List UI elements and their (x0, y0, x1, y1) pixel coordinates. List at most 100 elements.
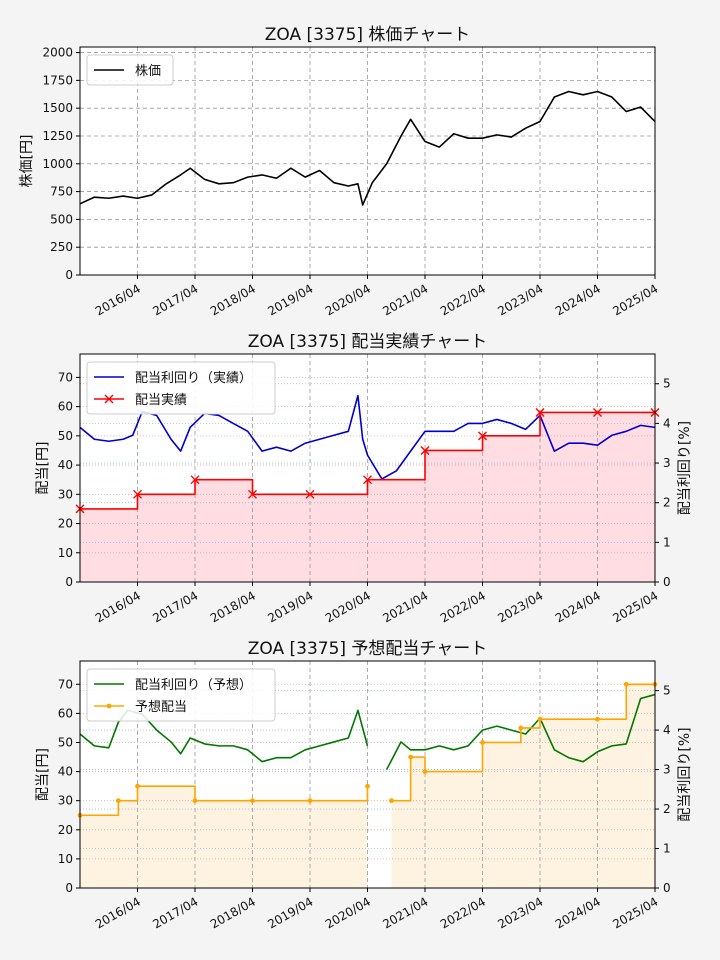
series-line-1 (80, 411, 655, 510)
x-tick-label: 2021/04 (380, 281, 430, 318)
x-tick-label: 2025/04 (610, 588, 660, 625)
series-line-0 (385, 693, 656, 770)
x-tick-label: 2020/04 (323, 588, 373, 625)
data-point (595, 716, 600, 722)
y2-tick-label: 5 (663, 377, 671, 391)
legend-box (86, 668, 276, 722)
y2-tick-label: 3 (663, 456, 671, 470)
series-line-0 (79, 394, 656, 480)
x-tick-label: 2017/04 (150, 588, 200, 625)
chart-panel-3: ZOA [3375] 予想配当チャート 0 10 20 30 40 50 60 70 0 1 2 3 4 5… (35, 639, 693, 932)
data-point (363, 475, 372, 485)
y-tick-label: 0 (65, 268, 73, 282)
legend-label: 配当利回り（実績） (135, 370, 252, 386)
y-tick-label: 30 (58, 487, 73, 501)
y2-tick-label: 1 (663, 535, 671, 549)
y-tick-label: 1000 (42, 157, 73, 171)
y-tick-label: 1250 (42, 129, 73, 143)
y-tick-label: 0 (65, 881, 73, 895)
x-tick-label: 2017/04 (150, 894, 200, 931)
chart-panel-1: ZOA [3375] 株価チャート 0 250 500 750 1000 1250 1500 1… (19, 25, 661, 319)
x-tick-label: 2020/04 (323, 281, 373, 318)
y2-tick-label: 3 (663, 763, 671, 777)
x-tick-label: 2018/04 (208, 588, 258, 625)
y-tick-label: 2000 (42, 46, 73, 60)
y2-tick-label: 5 (663, 684, 671, 698)
y-tick-label: 20 (58, 823, 73, 837)
y-tick-label: 1500 (42, 101, 73, 115)
x-tick-label: 2023/04 (495, 281, 545, 318)
area-fill (391, 684, 655, 888)
data-point (623, 681, 629, 687)
y-tick-label: 60 (58, 706, 73, 720)
data-point (480, 740, 485, 745)
legend: 配当利回り（予想） 予想配当 (86, 668, 276, 722)
x-tick-label: 2023/04 (495, 894, 545, 931)
series-line-1 (80, 785, 369, 817)
legend-label: 株価 (135, 64, 161, 79)
y2-tick-label: 2 (663, 802, 671, 816)
data-point (537, 716, 543, 722)
x-tick-label: 2024/04 (553, 588, 603, 625)
chart-title: ZOA [3375] 株価チャート (265, 25, 471, 45)
data-point (305, 489, 315, 499)
data-point (420, 445, 430, 455)
y-axis-label: 株価[円] (19, 135, 35, 188)
x-tick-label: 2016/04 (93, 281, 143, 318)
series-line-0 (79, 90, 656, 206)
data-point (133, 489, 142, 499)
legend: 配当利回り（実績） 配当実績 (86, 361, 276, 415)
y-tick-label: 50 (58, 735, 73, 749)
data-point (408, 754, 414, 760)
data-point (593, 407, 602, 417)
y2-tick-label: 0 (663, 881, 671, 895)
data-point (307, 798, 313, 804)
x-tick-label: 2021/04 (380, 588, 430, 625)
x-tick-label: 2022/04 (438, 894, 488, 931)
x-tick-label: 2016/04 (93, 894, 143, 931)
data-point (192, 798, 198, 804)
y-tick-label: 50 (58, 429, 73, 443)
data-point (250, 798, 255, 804)
y2-tick-label: 2 (663, 496, 671, 510)
y-tick-label: 40 (58, 765, 73, 779)
area-fill (80, 786, 368, 888)
legend-box (86, 54, 174, 86)
chart-title: ZOA [3375] 予想配当チャート (248, 639, 488, 659)
x-tick-label: 2024/04 (553, 281, 603, 318)
y2-tick-label: 4 (663, 723, 671, 737)
y-tick-label: 0 (65, 575, 73, 589)
x-tick-label: 2018/04 (208, 894, 258, 931)
x-tick-label: 2019/04 (265, 281, 315, 318)
x-tick-label: 2016/04 (93, 588, 143, 625)
legend-marker (104, 394, 114, 404)
y-tick-label: 500 (50, 212, 73, 226)
legend-box (86, 361, 276, 415)
y2-tick-label: 4 (663, 416, 671, 430)
y2-axis-label: 配当利回り[%] (677, 727, 693, 821)
y-tick-label: 40 (58, 458, 73, 472)
x-tick-label: 2024/04 (553, 894, 603, 931)
data-point (248, 489, 257, 499)
series-line-1 (391, 683, 655, 802)
x-tick-label: 2025/04 (610, 281, 660, 318)
data-point (422, 769, 428, 774)
data-point (389, 798, 394, 804)
y2-tick-label: 1 (663, 842, 671, 856)
legend: 株価 (86, 54, 174, 86)
y-tick-label: 60 (58, 400, 73, 414)
data-point (478, 431, 487, 441)
data-point (135, 783, 140, 789)
x-tick-label: 2019/04 (265, 588, 315, 625)
y-tick-label: 70 (58, 677, 73, 691)
y-tick-label: 10 (58, 852, 73, 866)
y-axis-label: 配当[円] (35, 748, 51, 801)
y-axis-label: 配当[円] (35, 442, 51, 495)
x-tick-label: 2023/04 (495, 588, 545, 625)
legend-marker (106, 703, 112, 709)
data-point (115, 798, 121, 804)
y2-tick-label: 0 (663, 575, 671, 589)
x-tick-label: 2022/04 (438, 281, 488, 318)
data-point (535, 407, 545, 417)
chart-title: ZOA [3375] 配当実績チャート (248, 332, 488, 352)
